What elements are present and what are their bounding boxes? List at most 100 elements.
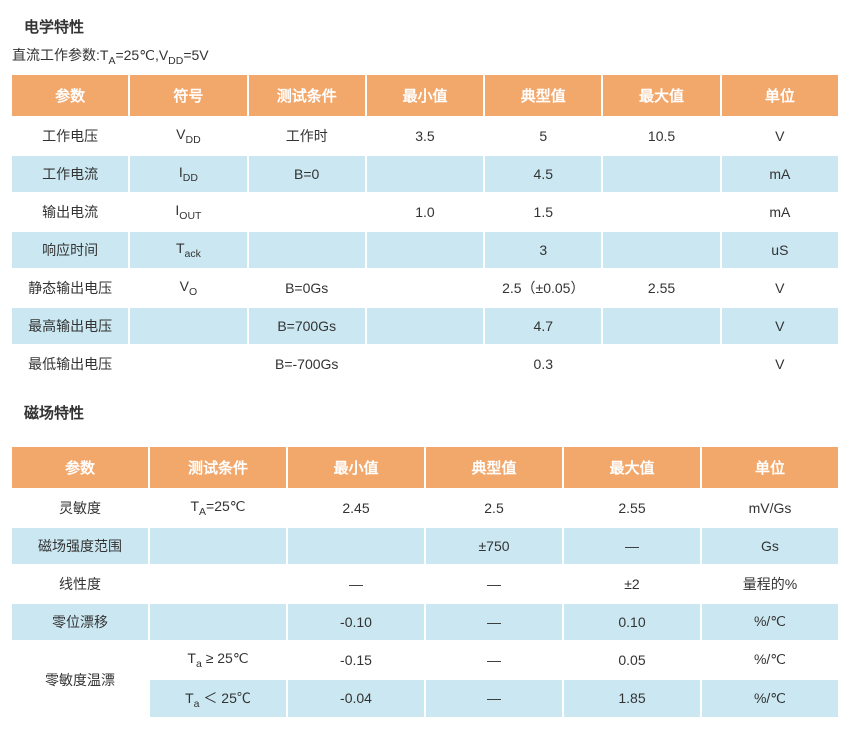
magnetic-header-row: 参数 测试条件 最小值 典型值 最大值 单位 [11, 446, 839, 489]
cell-cond: Ta ≥ 25℃ [149, 641, 287, 679]
cell-typ: — [425, 641, 563, 679]
cell-max: 0.10 [563, 603, 701, 641]
cell-min [287, 527, 425, 565]
cell-unit: %/℃ [701, 641, 839, 679]
cell-max: 10.5 [602, 117, 720, 155]
cell-symbol [129, 345, 247, 383]
cell-typ: — [425, 603, 563, 641]
table-row: 工作电流 IDD B=0 4.5 mA [11, 155, 839, 193]
cell-unit: mA [721, 193, 839, 231]
magnetic-table: 参数 测试条件 最小值 典型值 最大值 单位 灵敏度 TA=25℃ 2.45 2… [10, 445, 840, 720]
col-symbol: 符号 [129, 74, 247, 117]
cell-unit: V [721, 307, 839, 345]
cell-cond [248, 193, 366, 231]
electrical-table: 参数 符号 测试条件 最小值 典型值 最大值 单位 工作电压 VDD 工作时 3… [10, 73, 840, 384]
cell-param: 静态输出电压 [11, 269, 129, 307]
cell-cond: 工作时 [248, 117, 366, 155]
cell-max [602, 231, 720, 269]
cell-typ: 0.3 [484, 345, 602, 383]
cell-typ: 2.5 [425, 489, 563, 527]
cell-cond: B=0Gs [248, 269, 366, 307]
table-row: 工作电压 VDD 工作时 3.5 5 10.5 V [11, 117, 839, 155]
col-unit: 单位 [701, 446, 839, 489]
magnetic-section-title: 磁场特性 [10, 398, 840, 431]
cell-min [366, 155, 484, 193]
cell-param: 工作电流 [11, 155, 129, 193]
cell-min: 3.5 [366, 117, 484, 155]
cell-min [366, 345, 484, 383]
cell-param: 最高输出电压 [11, 307, 129, 345]
cell-typ: 2.5（±0.05） [484, 269, 602, 307]
cell-min [366, 307, 484, 345]
table-row: 最高输出电压 B=700Gs 4.7 V [11, 307, 839, 345]
cell-min: -0.15 [287, 641, 425, 679]
cell-symbol: VDD [129, 117, 247, 155]
subtitle-text: =5V [183, 47, 208, 63]
electrical-header-row: 参数 符号 测试条件 最小值 典型值 最大值 单位 [11, 74, 839, 117]
cell-unit: Gs [701, 527, 839, 565]
cell-unit: V [721, 117, 839, 155]
cell-max: ±2 [563, 565, 701, 603]
cell-min: -0.10 [287, 603, 425, 641]
cell-max: — [563, 527, 701, 565]
cell-max: 2.55 [563, 489, 701, 527]
table-row: 灵敏度 TA=25℃ 2.45 2.5 2.55 mV/Gs [11, 489, 839, 527]
cell-symbol: IOUT [129, 193, 247, 231]
cell-unit: V [721, 345, 839, 383]
table-row: 磁场强度范围 ±750 — Gs [11, 527, 839, 565]
electrical-subtitle: 直流工作参数:TA=25℃,VDD=5V [10, 45, 840, 73]
cell-max [602, 155, 720, 193]
table-row: 最低输出电压 B=-700Gs 0.3 V [11, 345, 839, 383]
cell-min: 2.45 [287, 489, 425, 527]
cell-typ: 1.5 [484, 193, 602, 231]
table-row: 零敏度温漂 Ta ≥ 25℃ -0.15 — 0.05 %/℃ [11, 641, 839, 679]
cell-cond: B=700Gs [248, 307, 366, 345]
cell-typ: 4.7 [484, 307, 602, 345]
cell-param: 零敏度温漂 [11, 641, 149, 719]
col-param: 参数 [11, 446, 149, 489]
cell-cond: B=-700Gs [248, 345, 366, 383]
cell-param: 线性度 [11, 565, 149, 603]
col-min: 最小值 [287, 446, 425, 489]
cell-symbol: Tack [129, 231, 247, 269]
cell-cond: TA=25℃ [149, 489, 287, 527]
cell-unit: V [721, 269, 839, 307]
cell-param: 磁场强度范围 [11, 527, 149, 565]
cell-max [602, 307, 720, 345]
subtitle-sub: DD [168, 55, 183, 67]
cell-param: 最低输出电压 [11, 345, 129, 383]
cell-min: -0.04 [287, 679, 425, 719]
cell-max [602, 345, 720, 383]
cell-cond [248, 231, 366, 269]
cell-unit: %/℃ [701, 679, 839, 719]
cell-unit: 量程的% [701, 565, 839, 603]
cell-symbol: IDD [129, 155, 247, 193]
cell-symbol: VO [129, 269, 247, 307]
cell-typ: — [425, 679, 563, 719]
electrical-section-title: 电学特性 [10, 12, 840, 45]
col-cond: 测试条件 [248, 74, 366, 117]
cell-typ: ±750 [425, 527, 563, 565]
subtitle-text: =25℃,V [115, 47, 168, 63]
table-row: 零位漂移 -0.10 — 0.10 %/℃ [11, 603, 839, 641]
col-typ: 典型值 [484, 74, 602, 117]
cell-typ: 3 [484, 231, 602, 269]
cell-max: 1.85 [563, 679, 701, 719]
cell-cond [149, 527, 287, 565]
table-row: 静态输出电压 VO B=0Gs 2.5（±0.05） 2.55 V [11, 269, 839, 307]
table-row: 响应时间 Tack 3 uS [11, 231, 839, 269]
col-typ: 典型值 [425, 446, 563, 489]
cell-param: 输出电流 [11, 193, 129, 231]
cell-typ: 4.5 [484, 155, 602, 193]
cell-unit: mV/Gs [701, 489, 839, 527]
cell-param: 工作电压 [11, 117, 129, 155]
col-max: 最大值 [563, 446, 701, 489]
col-max: 最大值 [602, 74, 720, 117]
subtitle-text: 直流工作参数:T [12, 47, 108, 63]
cell-unit: mA [721, 155, 839, 193]
col-cond: 测试条件 [149, 446, 287, 489]
cell-cond [149, 603, 287, 641]
cell-cond: B=0 [248, 155, 366, 193]
cell-max [602, 193, 720, 231]
table-row: 线性度 — — ±2 量程的% [11, 565, 839, 603]
